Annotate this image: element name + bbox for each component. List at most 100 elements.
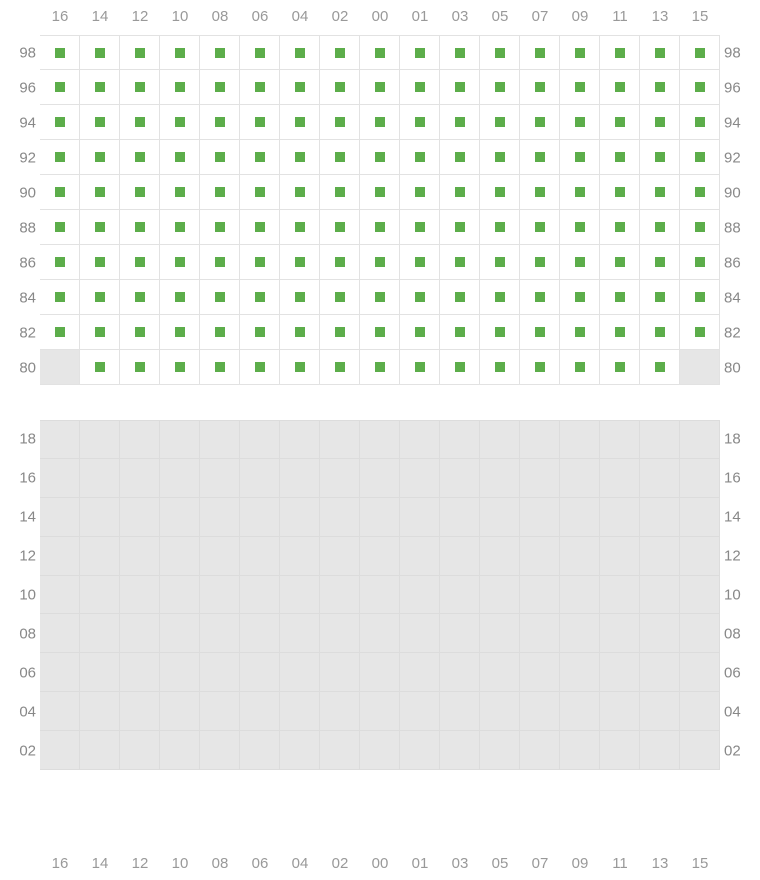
grid-cell[interactable] xyxy=(600,420,640,459)
grid-cell[interactable] xyxy=(240,731,280,770)
grid-cell[interactable] xyxy=(640,653,680,692)
grid-cell[interactable] xyxy=(40,614,80,653)
grid-cell[interactable] xyxy=(40,105,80,140)
grid-cell[interactable] xyxy=(80,175,120,210)
grid-cell[interactable] xyxy=(120,614,160,653)
grid-cell[interactable] xyxy=(680,576,720,615)
grid-cell[interactable] xyxy=(560,105,600,140)
grid-cell[interactable] xyxy=(280,731,320,770)
grid-cell[interactable] xyxy=(640,498,680,537)
grid-cell[interactable] xyxy=(640,731,680,770)
grid-cell[interactable] xyxy=(640,350,680,385)
grid-cell[interactable] xyxy=(200,731,240,770)
grid-cell[interactable] xyxy=(240,459,280,498)
grid-cell[interactable] xyxy=(280,210,320,245)
grid-cell[interactable] xyxy=(40,459,80,498)
grid-cell[interactable] xyxy=(320,70,360,105)
grid-cell[interactable] xyxy=(320,350,360,385)
grid-cell[interactable] xyxy=(400,653,440,692)
grid-cell[interactable] xyxy=(560,210,600,245)
grid-cell[interactable] xyxy=(80,420,120,459)
grid-cell[interactable] xyxy=(640,459,680,498)
grid-cell[interactable] xyxy=(240,614,280,653)
grid-cell[interactable] xyxy=(360,175,400,210)
grid-cell[interactable] xyxy=(40,140,80,175)
grid-cell[interactable] xyxy=(680,459,720,498)
grid-cell[interactable] xyxy=(240,653,280,692)
grid-cell[interactable] xyxy=(360,537,400,576)
grid-cell[interactable] xyxy=(480,731,520,770)
grid-cell[interactable] xyxy=(400,140,440,175)
grid-cell[interactable] xyxy=(160,280,200,315)
grid-cell[interactable] xyxy=(600,140,640,175)
grid-cell[interactable] xyxy=(640,140,680,175)
grid-cell[interactable] xyxy=(560,498,600,537)
grid-cell[interactable] xyxy=(280,245,320,280)
grid-cell[interactable] xyxy=(440,537,480,576)
grid-cell[interactable] xyxy=(400,350,440,385)
grid-cell[interactable] xyxy=(640,280,680,315)
grid-cell[interactable] xyxy=(160,315,200,350)
grid-cell[interactable] xyxy=(280,35,320,70)
grid-cell[interactable] xyxy=(360,614,400,653)
grid-cell[interactable] xyxy=(80,350,120,385)
grid-cell[interactable] xyxy=(280,105,320,140)
grid-cell[interactable] xyxy=(200,105,240,140)
grid-cell[interactable] xyxy=(640,35,680,70)
grid-cell[interactable] xyxy=(400,576,440,615)
grid-cell[interactable] xyxy=(560,350,600,385)
grid-cell[interactable] xyxy=(200,614,240,653)
grid-cell[interactable] xyxy=(520,498,560,537)
grid-cell[interactable] xyxy=(520,459,560,498)
grid-cell[interactable] xyxy=(600,280,640,315)
grid-cell[interactable] xyxy=(480,498,520,537)
grid-cell[interactable] xyxy=(480,105,520,140)
grid-cell[interactable] xyxy=(440,614,480,653)
grid-cell[interactable] xyxy=(400,280,440,315)
grid-cell[interactable] xyxy=(320,576,360,615)
grid-cell[interactable] xyxy=(600,653,640,692)
grid-cell[interactable] xyxy=(600,350,640,385)
grid-cell[interactable] xyxy=(200,140,240,175)
grid-cell[interactable] xyxy=(160,420,200,459)
grid-cell[interactable] xyxy=(400,210,440,245)
grid-cell[interactable] xyxy=(560,537,600,576)
grid-cell[interactable] xyxy=(520,70,560,105)
grid-cell[interactable] xyxy=(120,245,160,280)
grid-cell[interactable] xyxy=(600,70,640,105)
grid-cell[interactable] xyxy=(40,420,80,459)
grid-cell[interactable] xyxy=(160,35,200,70)
grid-cell[interactable] xyxy=(440,105,480,140)
grid-cell[interactable] xyxy=(360,576,400,615)
grid-cell[interactable] xyxy=(40,315,80,350)
grid-cell[interactable] xyxy=(560,315,600,350)
grid-cell[interactable] xyxy=(120,498,160,537)
grid-cell[interactable] xyxy=(240,692,280,731)
grid-cell[interactable] xyxy=(440,692,480,731)
grid-cell[interactable] xyxy=(240,210,280,245)
grid-cell[interactable] xyxy=(80,140,120,175)
grid-cell[interactable] xyxy=(80,35,120,70)
grid-cell[interactable] xyxy=(240,35,280,70)
grid-cell[interactable] xyxy=(320,210,360,245)
grid-cell[interactable] xyxy=(680,315,720,350)
grid-cell[interactable] xyxy=(600,614,640,653)
grid-cell[interactable] xyxy=(200,420,240,459)
grid-cell[interactable] xyxy=(280,175,320,210)
grid-cell[interactable] xyxy=(680,280,720,315)
grid-cell[interactable] xyxy=(40,537,80,576)
grid-cell[interactable] xyxy=(480,70,520,105)
grid-cell[interactable] xyxy=(80,315,120,350)
grid-cell[interactable] xyxy=(480,653,520,692)
grid-cell[interactable] xyxy=(520,653,560,692)
grid-cell[interactable] xyxy=(480,280,520,315)
grid-cell[interactable] xyxy=(120,653,160,692)
grid-cell[interactable] xyxy=(200,350,240,385)
grid-cell[interactable] xyxy=(480,459,520,498)
grid-cell[interactable] xyxy=(240,140,280,175)
grid-cell[interactable] xyxy=(360,140,400,175)
grid-cell[interactable] xyxy=(680,105,720,140)
grid-cell[interactable] xyxy=(120,731,160,770)
grid-cell[interactable] xyxy=(360,105,400,140)
grid-cell[interactable] xyxy=(120,350,160,385)
